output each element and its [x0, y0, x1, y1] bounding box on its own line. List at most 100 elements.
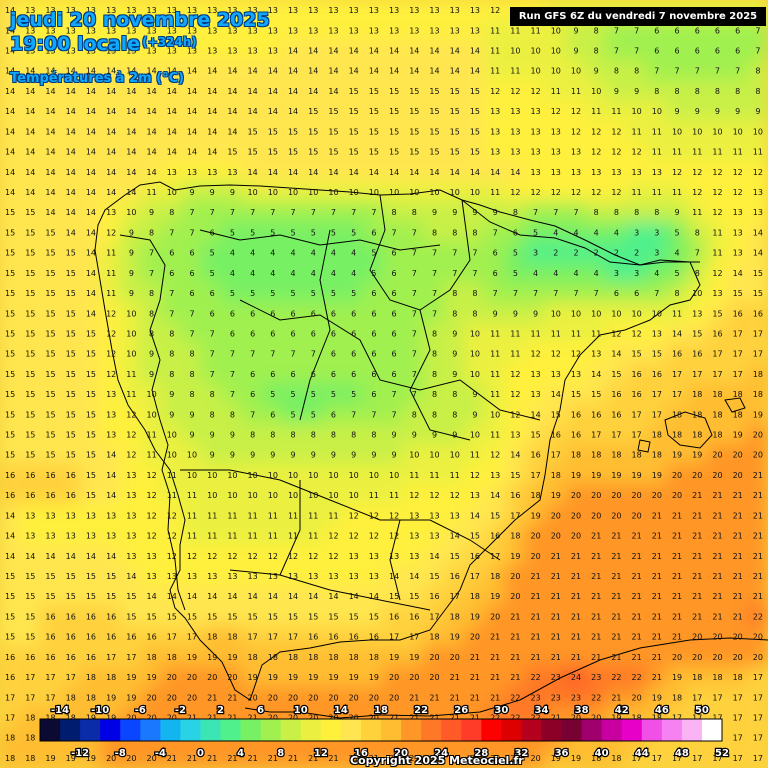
temperature-cell	[423, 120, 446, 143]
temperature-cell	[706, 686, 729, 709]
temperature-cell	[241, 201, 264, 224]
temperature-value: 6	[311, 329, 316, 338]
temperature-value: 8	[634, 67, 639, 76]
temperature-value: 16	[571, 410, 581, 419]
temperature-value: 10	[389, 188, 399, 197]
temperature-cell	[322, 100, 345, 123]
legend-swatch	[320, 719, 342, 741]
temperature-cell	[19, 261, 42, 284]
temperature-value: 11	[490, 390, 500, 399]
temperature-cell	[201, 180, 224, 204]
temperature-value: 14	[268, 87, 278, 96]
temperature-value: 20	[712, 471, 722, 480]
temperature-cell	[484, 484, 507, 507]
temperature-cell	[39, 746, 62, 768]
temperature-cell	[746, 524, 768, 547]
temperature-value: 14	[167, 87, 177, 96]
temperature-value: 15	[308, 107, 318, 116]
temperature-value: 11	[753, 148, 763, 157]
temperature-value: 14	[86, 107, 96, 116]
temperature-cell	[362, 241, 385, 264]
temperature-value: 19	[490, 592, 500, 601]
temperature-cell	[645, 423, 668, 446]
temperature-cell	[201, 221, 224, 244]
temperature-value: 9	[493, 309, 498, 318]
temperature-value: 21	[733, 511, 743, 520]
temperature-cell	[746, 221, 768, 244]
temperature-value: 8	[755, 67, 760, 76]
temperature-cell	[19, 726, 42, 749]
temperature-value: 13	[652, 168, 662, 177]
temperature-value: 18	[591, 451, 601, 460]
temperature-value: 8	[169, 370, 174, 379]
temperature-cell	[625, 564, 648, 588]
temperature-value: 13	[167, 47, 177, 56]
temperature-value: 18	[5, 734, 15, 743]
temperature-cell	[524, 665, 547, 689]
temperature-value: 10	[248, 491, 258, 500]
temperature-value: 8	[270, 431, 275, 440]
temperature-cell	[180, 201, 204, 224]
temperature-cell	[686, 140, 709, 163]
temperature-value: 15	[369, 612, 379, 621]
temperature-cell	[403, 665, 426, 689]
temperature-value: 11	[712, 228, 722, 237]
temperature-value: 4	[533, 269, 538, 278]
temperature-cell	[0, 241, 22, 264]
temperature-cell	[0, 544, 22, 567]
temperature-cell	[403, 544, 426, 567]
temperature-cell	[484, 0, 507, 22]
temperature-value: 13	[308, 572, 318, 581]
temperature-cell	[302, 665, 325, 689]
temperature-cell	[322, 160, 345, 183]
temperature-cell	[19, 19, 42, 42]
temperature-value: 10	[530, 47, 540, 56]
temperature-cell	[322, 423, 345, 446]
temperature-value: 8	[149, 228, 154, 237]
temperature-value: 7	[533, 289, 538, 298]
temperature-value: 17	[692, 754, 702, 763]
temperature-value: 7	[189, 329, 194, 338]
temperature-cell	[120, 241, 143, 264]
temperature-value: 11	[733, 148, 743, 157]
temperature-value: 16	[611, 410, 621, 419]
temperature-cell	[160, 625, 183, 648]
temperature-value: 6	[392, 289, 397, 298]
temperature-cell	[423, 544, 446, 567]
temperature-value: 11	[470, 451, 480, 460]
temperature-value: 20	[672, 653, 682, 662]
temperature-value: 8	[371, 431, 376, 440]
temperature-value: 13	[126, 6, 136, 15]
temperature-value: 8	[432, 370, 437, 379]
temperature-value: 7	[250, 208, 255, 217]
temperature-value: 6	[291, 329, 296, 338]
temperature-value: 12	[227, 552, 237, 561]
temperature-cell	[0, 423, 22, 446]
temperature-value: 20	[328, 713, 338, 722]
temperature-value: 12	[733, 188, 743, 197]
temperature-cell	[706, 524, 729, 547]
temperature-cell	[403, 746, 426, 768]
temperature-value: 18	[66, 693, 76, 702]
temperature-value: 13	[248, 47, 258, 56]
temperature-cell	[302, 322, 325, 345]
temperature-cell	[342, 383, 365, 406]
temperature-value: 11	[490, 370, 500, 379]
temperature-value: 15	[288, 612, 298, 621]
temperature-cell	[140, 180, 163, 204]
temperature-value: 4	[230, 249, 235, 258]
temperature-cell	[322, 686, 345, 709]
temperature-value: 4	[675, 249, 680, 258]
temperature-value: 18	[450, 612, 460, 621]
temperature-value: 7	[392, 410, 397, 419]
temperature-cell	[59, 665, 82, 689]
legend-swatch	[200, 719, 222, 741]
temperature-cell	[100, 140, 123, 163]
temperature-cell	[322, 504, 345, 527]
temperature-cell	[221, 120, 244, 143]
temperature-cell	[160, 221, 183, 244]
temperature-cell	[19, 201, 42, 224]
temperature-value: 19	[571, 754, 581, 763]
temperature-value: 13	[611, 168, 621, 177]
temperature-cell	[665, 302, 689, 325]
